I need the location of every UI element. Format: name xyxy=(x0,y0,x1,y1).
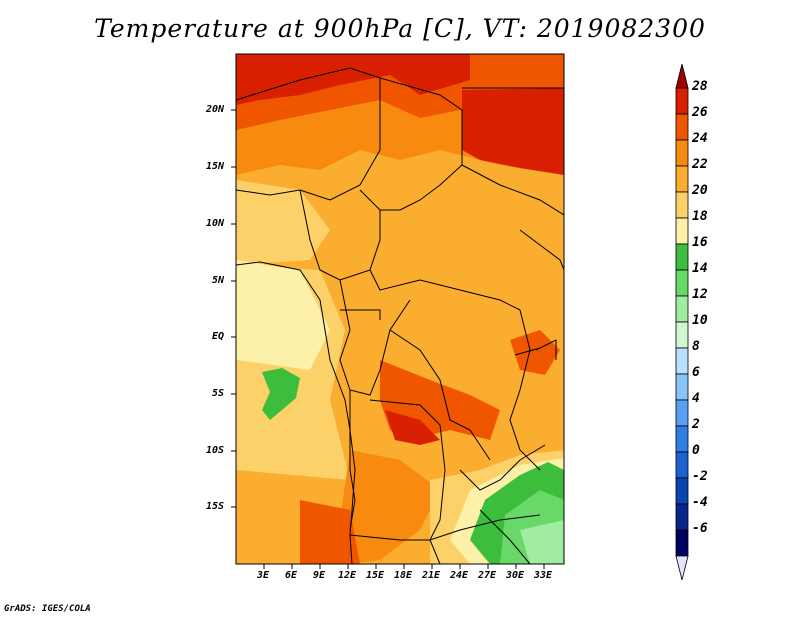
lon-label: 12E xyxy=(338,570,357,581)
lon-label: 30E xyxy=(506,570,525,581)
map-frame xyxy=(235,53,565,565)
lon-label: 9E xyxy=(313,570,326,581)
field-band-26-west xyxy=(236,54,470,105)
colorbar-cap-bottom xyxy=(675,555,689,581)
colorbar-swatch xyxy=(675,373,689,401)
colorbar-label: 4 xyxy=(692,391,700,406)
field-band-14-west xyxy=(262,368,300,420)
colorbar-swatch xyxy=(675,425,689,453)
field-band-18-north xyxy=(236,180,330,265)
colorbar-label: 22 xyxy=(692,157,708,172)
field-band-24-ne xyxy=(480,54,564,85)
footer-credit: GrADS: IGES/COLA xyxy=(4,604,91,614)
colorbar-swatch xyxy=(675,139,689,167)
lon-label: 21E xyxy=(422,570,441,581)
colorbar-swatch xyxy=(675,113,689,141)
colorbar-swatch xyxy=(675,503,689,531)
field-band-24-sw xyxy=(300,500,360,564)
lat-ticks xyxy=(231,109,236,508)
lat-label: 15S xyxy=(206,501,225,512)
colorbar-label: -2 xyxy=(692,469,708,484)
colorbar-label: 20 xyxy=(692,183,708,198)
colorbar-cap-top xyxy=(675,63,689,89)
lon-label: 6E xyxy=(285,570,298,581)
colorbar-swatch xyxy=(675,217,689,245)
lon-label: 27E xyxy=(478,570,497,581)
lon-label: 3E xyxy=(257,570,270,581)
lon-label: 18E xyxy=(394,570,413,581)
colorbar-swatch xyxy=(675,191,689,219)
colorbar-swatch xyxy=(675,165,689,193)
colorbar-swatch xyxy=(675,477,689,505)
colorbar-label: 28 xyxy=(692,79,708,94)
colorbar-label: -4 xyxy=(692,495,708,510)
lon-label: 15E xyxy=(366,570,385,581)
chart-title: Temperature at 900hPa [C], VT: 201908230… xyxy=(94,14,706,43)
colorbar-swatch xyxy=(675,451,689,479)
colorbar-label: 24 xyxy=(692,131,708,146)
colorbar-swatch xyxy=(675,347,689,375)
field-band-22-south xyxy=(340,450,440,564)
lat-label: 5S xyxy=(212,388,225,399)
colorbar-label: 26 xyxy=(692,105,708,120)
field-band-24-east xyxy=(510,330,560,375)
colorbar-swatch xyxy=(675,399,689,427)
lon-ticks xyxy=(263,564,545,569)
lat-label: 10N xyxy=(206,218,225,229)
colorbar-label: -6 xyxy=(692,521,708,536)
lon-label: 33E xyxy=(534,570,553,581)
field-band-26-central xyxy=(385,410,440,445)
colorbar-label: 6 xyxy=(692,365,700,380)
colorbar-label: 12 xyxy=(692,287,708,302)
colorbar-swatch xyxy=(675,243,689,271)
temperature-field xyxy=(236,54,564,564)
lat-label: 5N xyxy=(212,275,225,286)
colorbar-swatch xyxy=(675,87,689,115)
colorbar-label: 2 xyxy=(692,417,700,432)
field-band-10-se xyxy=(520,520,564,564)
colorbar-label: 8 xyxy=(692,339,700,354)
field-band-16 xyxy=(236,260,330,370)
colorbar-label: 16 xyxy=(692,235,708,250)
colorbar-swatch xyxy=(675,529,689,557)
lat-label: 10S xyxy=(206,445,225,456)
lat-label: 15N xyxy=(206,161,225,172)
lat-label: 20N xyxy=(206,104,225,115)
colorbar-label: 14 xyxy=(692,261,708,276)
colorbar-label: 10 xyxy=(692,313,708,328)
colorbar-swatch xyxy=(675,321,689,349)
colorbar-label: 18 xyxy=(692,209,708,224)
lat-label: EQ xyxy=(212,331,225,342)
colorbar-swatch xyxy=(675,295,689,323)
colorbar xyxy=(675,63,689,581)
coastline xyxy=(235,261,356,565)
field-band-26-east xyxy=(462,88,564,175)
lon-label: 24E xyxy=(450,570,469,581)
colorbar-swatch xyxy=(675,269,689,297)
colorbar-label: 0 xyxy=(692,443,700,458)
